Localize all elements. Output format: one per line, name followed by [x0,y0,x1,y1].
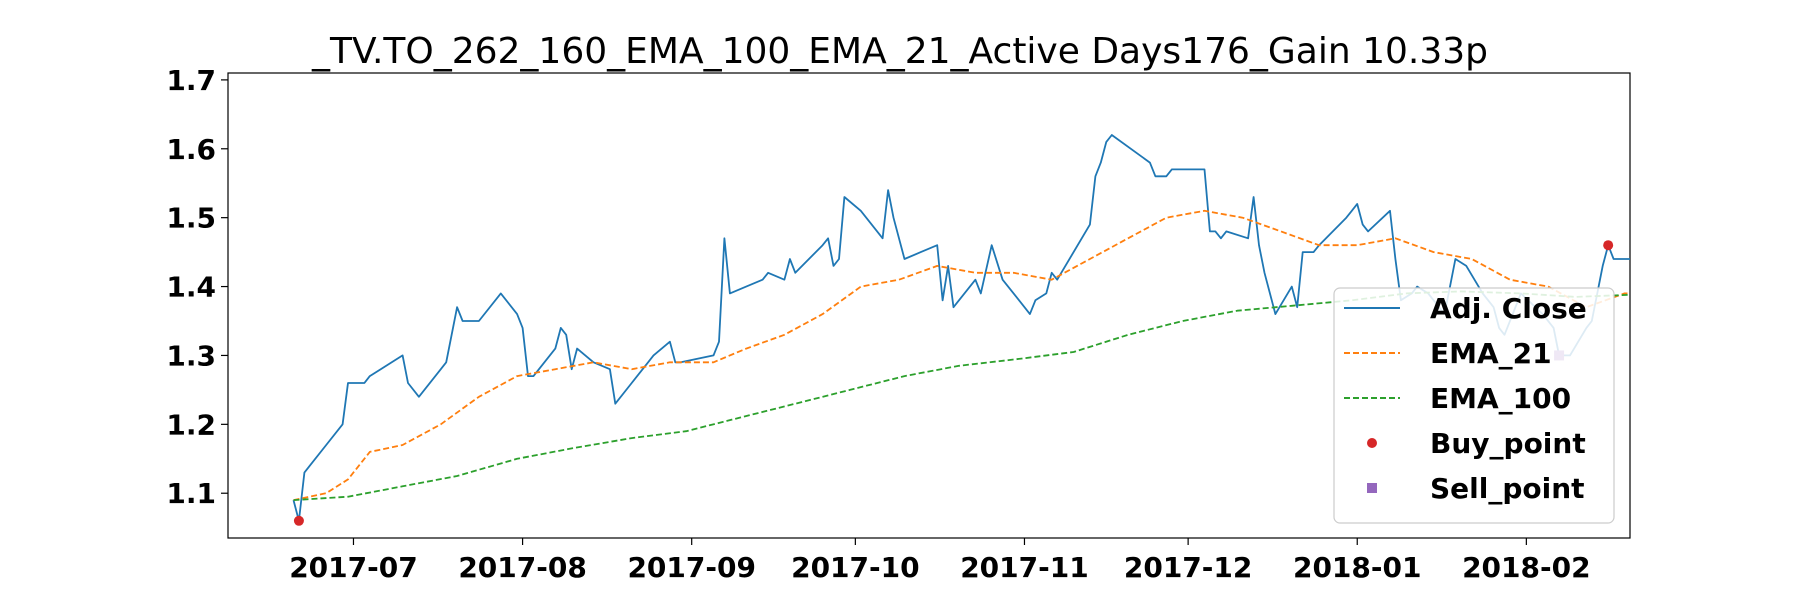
buy-point-marker [1603,240,1614,251]
x-tick-label: 2017-07 [289,551,418,584]
x-tick-label: 2017-08 [458,551,587,584]
legend-label: Buy_point [1430,427,1586,460]
legend-label: EMA_21 [1430,337,1552,370]
legend-label: Sell_point [1430,472,1585,505]
x-tick-label: 2017-10 [791,551,920,584]
y-tick-label: 1.3 [166,339,216,372]
series-line-ema-21 [293,209,1630,501]
x-axis: 2017-07 2017-08 2017-09 2017-10 2017-11 2017-… [289,538,1591,584]
y-tick-label: 1.1 [166,477,216,510]
legend-items: Adj. Close EMA_21 EMA_100 Buy_point Sell_poi… [1344,292,1587,505]
legend-label: Adj. Close [1430,292,1587,325]
plot-frame [227,72,1631,539]
buy-point-marker [293,515,304,526]
y-tick-label: 1.7 [166,64,216,97]
legend-label: EMA_100 [1430,382,1571,415]
y-axis: 1.1 1.2 1.3 1.4 1.5 1.6 1.7 [166,64,228,510]
x-tick-label: 2017-11 [960,551,1089,584]
legend-swatch [1367,483,1377,493]
y-tick-label: 1.6 [166,133,216,166]
x-tick-label: 2017-12 [1124,551,1253,584]
y-tick-label: 1.2 [166,408,216,441]
x-tick-label: 2017-09 [627,551,756,584]
legend: Adj. Close EMA_21 EMA_100 Buy_point Sell_poi… [1333,287,1615,524]
y-tick-label: 1.4 [166,271,216,304]
chart-title: _TV.TO_262_160_EMA_100_EMA_21_Active Day… [311,31,1488,72]
legend-swatch [1367,438,1377,448]
y-tick-label: 1.5 [166,202,216,235]
x-tick-label: 2018-02 [1462,551,1591,584]
legend-box [1333,287,1615,524]
x-tick-label: 2018-01 [1293,551,1422,584]
